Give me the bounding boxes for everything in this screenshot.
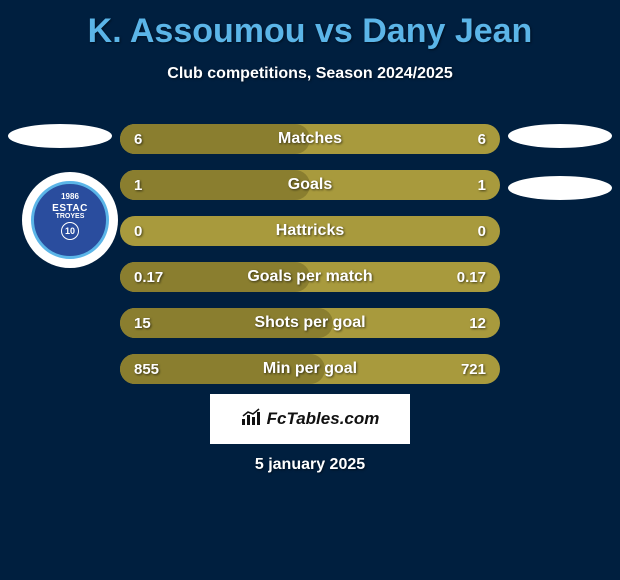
club-badge: 1986 ESTAC TROYES 10	[22, 172, 118, 268]
stat-left-value: 855	[134, 361, 159, 378]
subtitle: Club competitions, Season 2024/2025	[0, 65, 620, 83]
date-label: 5 january 2025	[255, 456, 365, 474]
chart-icon	[241, 408, 263, 431]
stat-left-value: 0	[134, 223, 142, 240]
stat-row-min-per-goal: 855 Min per goal 721	[120, 354, 500, 384]
stat-label: Min per goal	[263, 360, 357, 378]
stat-row-matches: 6 Matches 6	[120, 124, 500, 154]
stat-label: Hattricks	[276, 222, 344, 240]
stat-left-value: 6	[134, 131, 142, 148]
stat-left-value: 1	[134, 177, 142, 194]
stat-right-value: 0.17	[457, 269, 486, 286]
stat-right-value: 0	[478, 223, 486, 240]
stat-left-value: 15	[134, 315, 151, 332]
stat-row-hattricks: 0 Hattricks 0	[120, 216, 500, 246]
watermark[interactable]: FcTables.com	[210, 394, 410, 444]
stat-right-value: 721	[461, 361, 486, 378]
stat-row-shots-per-goal: 15 Shots per goal 12	[120, 308, 500, 338]
stat-right-value: 12	[469, 315, 486, 332]
player-left-placeholder	[8, 124, 112, 148]
stat-right-value: 1	[478, 177, 486, 194]
stat-right-value: 6	[478, 131, 486, 148]
watermark-text: FcTables.com	[267, 409, 380, 429]
stat-fill	[120, 170, 310, 200]
page-title: K. Assoumou vs Dany Jean	[0, 0, 620, 51]
player-right-placeholder-2	[508, 176, 612, 200]
stat-row-goals-per-match: 0.17 Goals per match 0.17	[120, 262, 500, 292]
player-right-placeholder-1	[508, 124, 612, 148]
stat-label: Goals	[288, 176, 332, 194]
badge-sub-text: TROYES	[56, 213, 85, 220]
badge-year: 1986	[61, 192, 79, 201]
stat-label: Matches	[278, 130, 342, 148]
stat-left-value: 0.17	[134, 269, 163, 286]
stat-row-goals: 1 Goals 1	[120, 170, 500, 200]
stats-container: 6 Matches 6 1 Goals 1 0 Hattricks 0 0.17…	[120, 124, 500, 400]
club-badge-inner: 1986 ESTAC TROYES 10	[31, 181, 109, 259]
badge-number: 10	[61, 222, 79, 240]
stat-label: Shots per goal	[254, 314, 365, 332]
stat-label: Goals per match	[247, 268, 372, 286]
